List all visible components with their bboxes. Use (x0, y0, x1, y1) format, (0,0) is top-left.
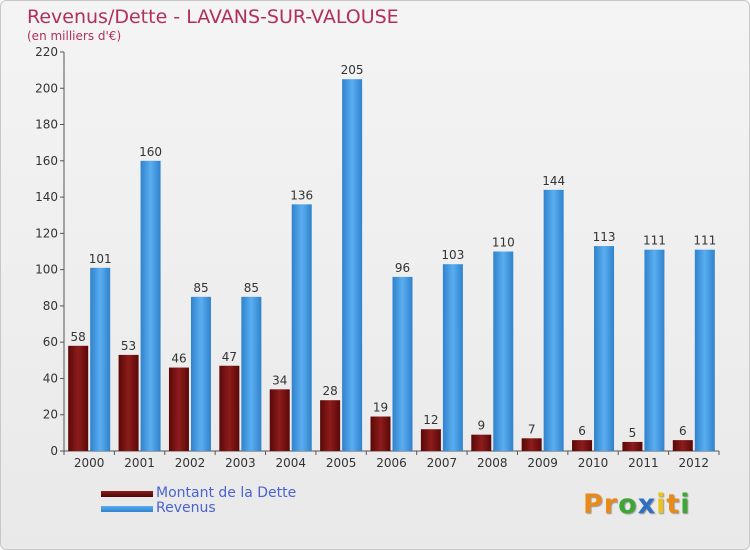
data-label-revenue: 101 (89, 252, 112, 266)
bar-debt (672, 440, 693, 451)
x-tick-label: 2000 (74, 456, 105, 470)
bar-debt (320, 400, 341, 451)
data-label-debt: 9 (477, 419, 485, 433)
x-tick-label: 2004 (275, 456, 306, 470)
data-label-revenue: 136 (290, 188, 313, 202)
y-tick-label: 100 (35, 263, 58, 277)
x-tick-label: 2011 (628, 456, 659, 470)
data-label-debt: 7 (528, 422, 536, 436)
x-tick-label: 2010 (578, 456, 609, 470)
chart-subtitle: (en milliers d'€) (27, 29, 122, 43)
bar-debt (370, 416, 391, 451)
bar-revenue (442, 264, 463, 451)
logo-letter: P (583, 489, 604, 520)
data-label-debt: 6 (578, 424, 586, 438)
data-label-revenue: 111 (693, 234, 716, 248)
bar-debt (471, 434, 492, 451)
logo-letter: r (603, 489, 619, 520)
bar-debt (572, 440, 593, 451)
x-tick-label: 2002 (175, 456, 206, 470)
bar-revenue (140, 160, 161, 451)
data-label-debt: 5 (629, 426, 637, 440)
data-label-revenue: 111 (643, 234, 666, 248)
bar-revenue (644, 249, 665, 451)
logo-letter: o (618, 489, 638, 520)
bar-debt (118, 354, 139, 451)
bar-revenue (543, 189, 564, 451)
logo-letter: i (656, 489, 667, 520)
bar-debt (521, 438, 542, 451)
bar-revenue (493, 251, 514, 451)
data-label-revenue: 85 (244, 281, 259, 295)
proxiti-logo: Proxiti (583, 489, 691, 520)
bar-debt (269, 389, 290, 451)
chart-title: Revenus/Dette - LAVANS-SUR-VALOUSE (27, 6, 399, 28)
bar-debt (420, 429, 441, 451)
data-label-debt: 58 (71, 330, 86, 344)
x-tick-label: 2006 (376, 456, 407, 470)
bar-debt (219, 365, 240, 451)
y-tick-label: 160 (35, 154, 58, 168)
legend-label-revenue: Revenus (156, 500, 216, 516)
data-label-debt: 46 (171, 352, 186, 366)
logo-letter: t (666, 489, 681, 520)
bar-debt (68, 345, 89, 451)
bar-revenue (594, 246, 615, 451)
bar-revenue (90, 267, 111, 451)
logo-letter: i (680, 489, 691, 520)
bar-revenue (342, 79, 363, 452)
y-tick-label: 60 (43, 335, 58, 349)
logo-letter: x (637, 489, 657, 520)
y-tick-label: 0 (50, 444, 58, 458)
data-label-revenue: 85 (193, 281, 208, 295)
data-label-debt: 28 (322, 384, 337, 398)
data-label-revenue: 110 (492, 236, 515, 250)
bar-revenue (392, 276, 413, 451)
data-label-debt: 6 (679, 424, 687, 438)
data-label-revenue: 160 (139, 145, 162, 159)
data-label-revenue: 113 (593, 230, 616, 244)
y-tick-label: 200 (35, 81, 58, 95)
y-tick-label: 220 (35, 45, 58, 59)
data-label-revenue: 96 (395, 261, 410, 275)
data-label-debt: 19 (373, 401, 388, 415)
bar-revenue (241, 296, 262, 451)
legend-swatch-debt (101, 491, 153, 497)
y-tick-label: 40 (43, 371, 58, 385)
legend-swatch-revenue (101, 506, 153, 512)
data-label-revenue: 103 (441, 248, 464, 262)
x-tick-label: 2007 (427, 456, 458, 470)
data-label-debt: 12 (423, 413, 438, 427)
data-labels: 58 53 46 47 34 28 19 12 9 7 6 5 6 101 160 85 85 136 205 96 1… (71, 63, 717, 440)
bar-revenue (190, 296, 211, 451)
y-tick-label: 20 (43, 408, 58, 422)
x-tick-label: 2003 (225, 456, 256, 470)
x-axis: 2000 2001 2002 2003 2004 2005 2006 2007 2008 2009… (63, 450, 720, 470)
x-tick-label: 2005 (326, 456, 357, 470)
bar-revenue (694, 249, 715, 451)
y-axis: 0 20 40 60 80 100 120 140 160 180 200 220 (35, 45, 65, 458)
y-tick-label: 120 (35, 226, 58, 240)
bar-debt (622, 441, 643, 451)
data-label-revenue: 205 (341, 63, 364, 77)
data-label-revenue: 144 (542, 174, 565, 188)
legend-label-debt: Montant de la Dette (156, 485, 297, 501)
data-label-debt: 34 (272, 373, 287, 387)
bar-revenue (291, 204, 312, 451)
y-tick-label: 180 (35, 118, 58, 132)
y-tick-label: 80 (43, 299, 58, 313)
x-tick-label: 2008 (477, 456, 508, 470)
x-tick-label: 2012 (679, 456, 710, 470)
data-label-debt: 47 (222, 350, 237, 364)
bar-debt (168, 367, 189, 451)
bars (68, 79, 715, 452)
x-tick-label: 2001 (124, 456, 155, 470)
x-tick-label: 2009 (527, 456, 558, 470)
data-label-debt: 53 (121, 339, 136, 353)
y-tick-label: 140 (35, 190, 58, 204)
